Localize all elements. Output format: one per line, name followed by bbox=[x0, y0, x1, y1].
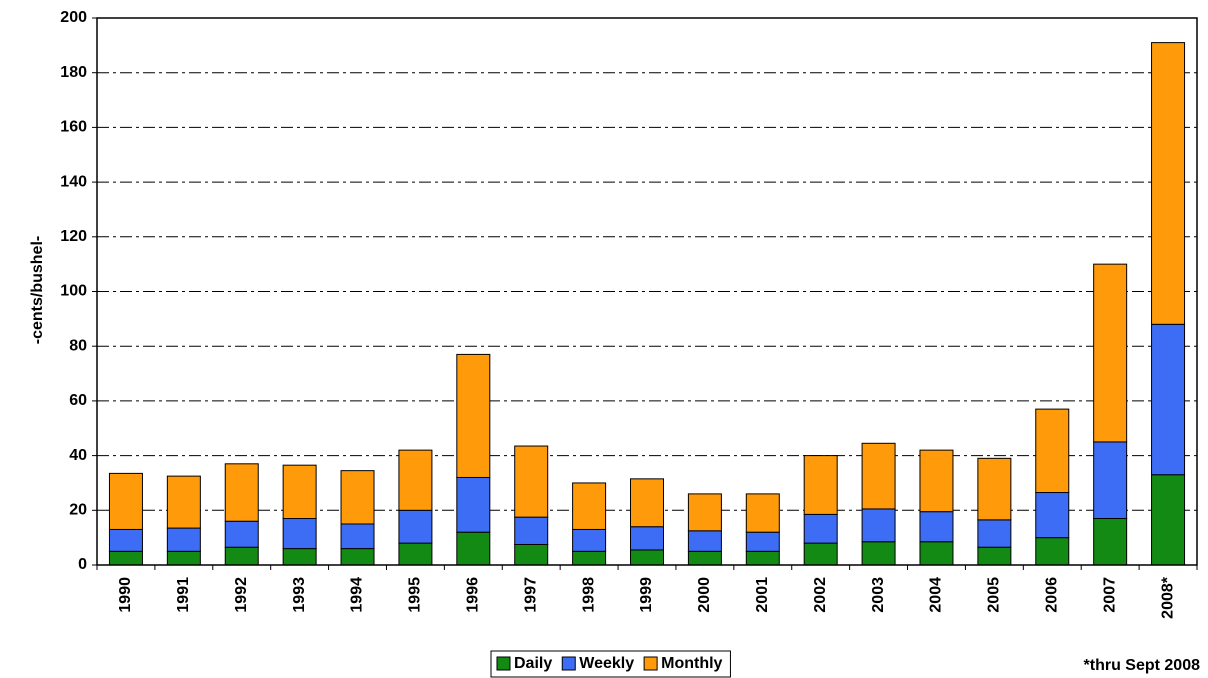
bar-segment bbox=[630, 478, 664, 528]
bar-segment bbox=[1035, 408, 1070, 494]
bar-segment bbox=[398, 509, 433, 544]
bar-segment bbox=[861, 541, 896, 566]
x-tick-label: 2007 bbox=[1101, 577, 1118, 613]
bar-segment bbox=[1151, 42, 1186, 325]
legend-swatch bbox=[496, 656, 511, 671]
bar-segment bbox=[340, 523, 375, 550]
x-tick-label: 1994 bbox=[349, 577, 366, 613]
bar-segment bbox=[166, 527, 201, 552]
legend-label: Daily bbox=[514, 655, 552, 672]
bar-segment bbox=[687, 550, 722, 566]
bar-segment bbox=[572, 482, 607, 530]
bar-segment bbox=[803, 513, 838, 544]
y-tick-label: 120 bbox=[60, 228, 87, 245]
plot-border bbox=[96, 17, 1198, 566]
bar-segment bbox=[166, 475, 201, 529]
y-tick-label: 60 bbox=[69, 392, 87, 409]
x-tick-label: 2005 bbox=[986, 577, 1003, 613]
bar-segment bbox=[687, 530, 722, 552]
x-tick-label: 2003 bbox=[870, 577, 887, 613]
legend-swatch bbox=[561, 656, 576, 671]
bar-segment bbox=[514, 445, 549, 518]
bar-segment bbox=[572, 528, 607, 552]
x-tick-label: 1999 bbox=[638, 577, 655, 613]
bar-segment bbox=[919, 541, 954, 566]
y-tick-label: 0 bbox=[78, 556, 87, 573]
bar-segment bbox=[108, 550, 143, 566]
bar-segment bbox=[745, 493, 780, 533]
y-axis-label: -cents/bushel- bbox=[29, 236, 46, 344]
x-tick-label: 2006 bbox=[1043, 577, 1060, 613]
x-tick-label: 1998 bbox=[580, 577, 597, 613]
x-tick-label: 1996 bbox=[465, 577, 482, 613]
bar-segment bbox=[745, 531, 780, 552]
footnote: *thru Sept 2008 bbox=[1084, 657, 1201, 674]
bar-segment bbox=[514, 543, 549, 566]
x-tick-label: 1990 bbox=[117, 577, 134, 613]
y-tick-label: 140 bbox=[60, 173, 87, 190]
bar-segment bbox=[514, 516, 549, 545]
bar-segment bbox=[108, 472, 143, 530]
y-tick-label: 180 bbox=[60, 64, 87, 81]
bar-segment bbox=[282, 548, 317, 566]
bar-segment bbox=[745, 550, 780, 566]
legend-label: Weekly bbox=[579, 655, 634, 672]
y-tick-label: 160 bbox=[60, 119, 87, 136]
bar-segment bbox=[340, 548, 375, 566]
bar-segment bbox=[977, 546, 1012, 566]
x-tick-label: 2008* bbox=[1159, 576, 1176, 619]
legend-box bbox=[490, 650, 731, 678]
x-tick-label: 2004 bbox=[928, 577, 945, 613]
bar-segment bbox=[803, 455, 838, 515]
bar-segment bbox=[456, 531, 491, 566]
bar-segment bbox=[803, 542, 838, 566]
x-tick-label: 2000 bbox=[696, 577, 713, 613]
bar-segment bbox=[1035, 492, 1070, 539]
bar-segment bbox=[224, 463, 259, 522]
bar-segment bbox=[224, 546, 259, 566]
bar-segment bbox=[1093, 263, 1128, 443]
bar-segment bbox=[1151, 323, 1186, 476]
bar-segment bbox=[456, 476, 491, 533]
x-tick-label: 1995 bbox=[407, 577, 424, 613]
bar-segment bbox=[977, 457, 1012, 521]
bar-segment bbox=[687, 493, 722, 532]
x-tick-label: 2002 bbox=[812, 577, 829, 613]
x-tick-label: 1992 bbox=[233, 577, 250, 613]
bar-segment bbox=[398, 449, 433, 511]
bar-segment bbox=[977, 519, 1012, 548]
bar-segment bbox=[1151, 474, 1186, 566]
legend-label: Monthly bbox=[661, 655, 722, 672]
legend-swatch bbox=[643, 656, 658, 671]
y-tick-label: 100 bbox=[60, 283, 87, 300]
bar-segment bbox=[166, 550, 201, 566]
bar-segment bbox=[1093, 518, 1128, 566]
bar-segment bbox=[398, 542, 433, 566]
bar-segment bbox=[456, 353, 491, 478]
bar-segment bbox=[282, 464, 317, 520]
bar-segment bbox=[630, 526, 664, 551]
x-tick-label: 1997 bbox=[522, 577, 539, 613]
bar-segment bbox=[919, 511, 954, 543]
y-tick-label: 200 bbox=[60, 9, 87, 26]
bar-segment bbox=[340, 470, 375, 525]
y-tick-label: 40 bbox=[69, 447, 87, 464]
bar-segment bbox=[572, 550, 607, 566]
bar-segment bbox=[630, 549, 664, 566]
x-tick-label: 1993 bbox=[291, 577, 308, 613]
y-tick-label: 80 bbox=[69, 337, 87, 354]
bar-segment bbox=[1093, 441, 1128, 520]
y-tick-label: 20 bbox=[69, 502, 87, 519]
bar-segment bbox=[919, 449, 954, 513]
bar-segment bbox=[861, 442, 896, 510]
bar-segment bbox=[224, 520, 259, 548]
bar-segment bbox=[861, 508, 896, 543]
x-tick-label: 1991 bbox=[175, 577, 192, 613]
bar-segment bbox=[108, 528, 143, 552]
bar-segment bbox=[282, 518, 317, 550]
x-tick-label: 2001 bbox=[754, 577, 771, 613]
bar-segment bbox=[1035, 537, 1070, 566]
